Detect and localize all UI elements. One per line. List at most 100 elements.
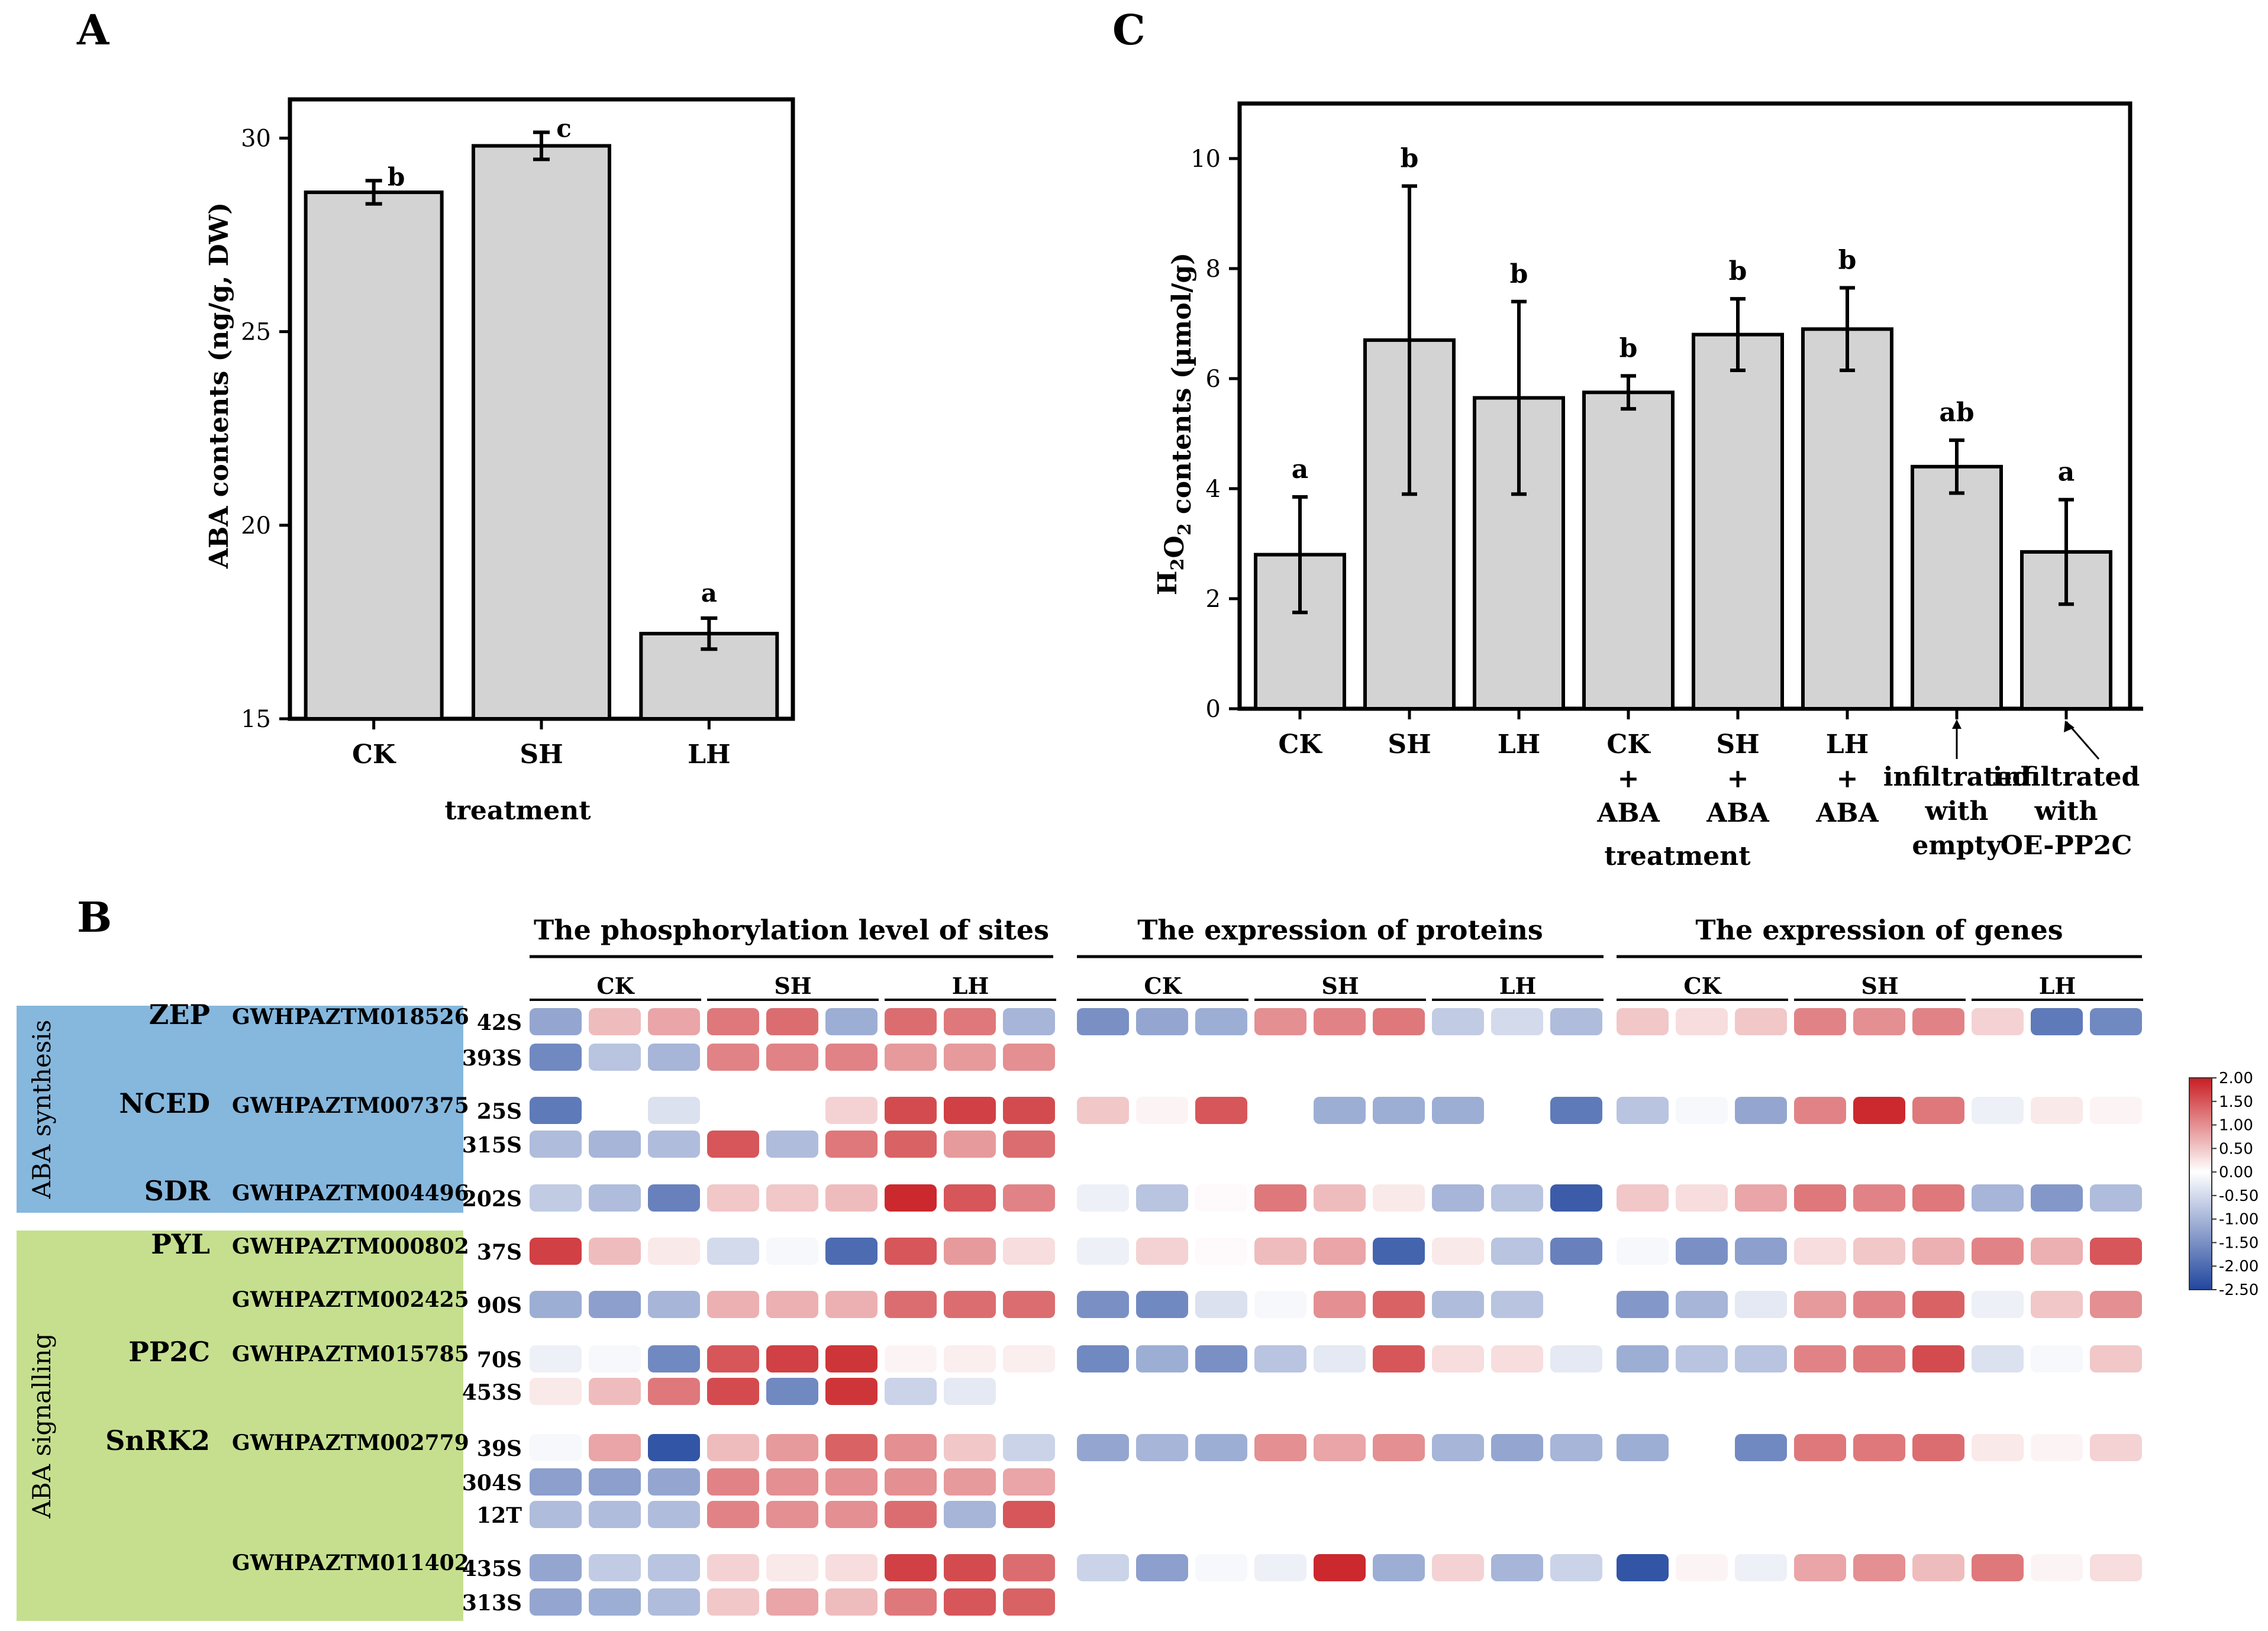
heatmap-cell [707, 1501, 759, 1528]
heatmap-cell [766, 1468, 818, 1496]
heatmap-cell [1794, 1345, 1846, 1372]
site-label: 304S [462, 1471, 522, 1496]
heatmap-cell [1077, 1434, 1129, 1461]
significance-letter: b [1729, 256, 1747, 286]
heatmap-cell [944, 1131, 996, 1158]
heatmap-cell [766, 1097, 818, 1124]
heatmap-cell [648, 1434, 700, 1461]
heatmap-cell [1853, 1434, 1905, 1461]
heatmap-cell [648, 1097, 700, 1124]
heatmap-cell [885, 1345, 937, 1372]
heatmap-cell [1373, 1097, 1425, 1124]
heatmap-cell [648, 1291, 700, 1318]
site-label: 393S [462, 1046, 522, 1071]
heatmap-cell [1972, 1291, 2024, 1318]
site-label: 90S [477, 1293, 522, 1318]
heatmap-cell [885, 1131, 937, 1158]
heatmap-cell [1195, 1434, 1247, 1461]
heatmap-cell [885, 1588, 937, 1616]
heatmap-cell [1003, 1345, 1055, 1372]
sub-header: CK [596, 973, 635, 999]
sub-header: SH [774, 973, 811, 999]
colorbar-tick-label: 1.50 [2219, 1093, 2253, 1111]
heatmap-cell [1077, 1554, 1129, 1581]
heatmap-cell [1195, 1345, 1247, 1372]
heatmap-cell [2090, 1291, 2142, 1318]
y-axis-title-subscript: 2 [1167, 558, 1188, 571]
colorbar-tick-label: -1.50 [2219, 1234, 2259, 1252]
heatmap-cell [530, 1097, 582, 1124]
heatmap-cell [944, 1238, 996, 1265]
heatmap-cell [1972, 1184, 2024, 1212]
heatmap-cell [2031, 1008, 2083, 1035]
heatmap-cell [1254, 1238, 1306, 1265]
heatmap-cell [1373, 1238, 1425, 1265]
heatmap-cell [885, 1291, 937, 1318]
x-tick-label: + [1618, 764, 1640, 794]
sub-header: SH [1321, 973, 1359, 999]
heatmap-cell [885, 1554, 937, 1581]
y-tick-label: 4 [1206, 476, 1221, 503]
heatmap-cell [1077, 1097, 1129, 1124]
heatmap-cell [1550, 1434, 1602, 1461]
heatmap-cell [885, 1184, 937, 1212]
heatmap-cell [530, 1238, 582, 1265]
heatmap-cell [825, 1291, 877, 1318]
heatmap-cell [1676, 1008, 1728, 1035]
heatmap-cell [825, 1008, 877, 1035]
heatmap-cell [766, 1378, 818, 1405]
heatmap-cell [766, 1044, 818, 1071]
bar [1911, 464, 2003, 710]
chart-c: 0 2 4 6 8 10 a CK b SH b LH b CK + ABA b SH + ABA b LH + ABA ab i… [1153, 101, 2143, 871]
heatmap-cell [1676, 1554, 1728, 1581]
heatmap-cell [1550, 1184, 1602, 1212]
y-tick-label: 30 [241, 125, 271, 152]
group-header: The expression of proteins [1137, 914, 1543, 946]
x-tick-label: CK [352, 739, 396, 770]
heatmap-cell [1254, 1008, 1306, 1035]
heatmap-cell [530, 1291, 582, 1318]
y-tick-label: 6 [1206, 366, 1221, 393]
heatmap-cell [825, 1468, 877, 1496]
x-tick-label: SH [1388, 729, 1431, 760]
heatmap-cell [1373, 1008, 1425, 1035]
heatmap-cell [1195, 1097, 1247, 1124]
heatmap-cell [530, 1468, 582, 1496]
heatmap-cell [1432, 1434, 1484, 1461]
heatmap-cell [1195, 1554, 1247, 1581]
protein-name: SnRK2 [105, 1425, 210, 1456]
heatmap-cell [825, 1184, 877, 1212]
significance-letter: b [1619, 333, 1638, 363]
heatmap-cell [707, 1238, 759, 1265]
heatmap-cell [1195, 1008, 1247, 1035]
heatmap-cell [707, 1554, 759, 1581]
heatmap-cell [1254, 1434, 1306, 1461]
heatmap-cell [589, 1097, 641, 1124]
chart-a: 15 20 25 30 b CK c SH a LH treatment ABA contents (… [204, 97, 795, 826]
heatmap-cell [648, 1044, 700, 1071]
heatmap-cell [1373, 1345, 1425, 1372]
heatmap-cell [530, 1008, 582, 1035]
heatmap-cell [944, 1008, 996, 1035]
heatmap-cell [944, 1184, 996, 1212]
site-label: 70S [477, 1348, 522, 1372]
x-tick-label: ABA [1596, 798, 1660, 828]
plot-frame [1237, 101, 2132, 711]
x-tick-label: with [2034, 796, 2098, 826]
heatmap-cell [885, 1434, 937, 1461]
heatmap-cell [1912, 1008, 1964, 1035]
heatmap-cell [1003, 1291, 1055, 1318]
y-axis-title-part: H [1153, 570, 1183, 595]
significance-letter: b [1510, 259, 1528, 289]
side-label-signalling: ABA signalling [27, 1333, 56, 1519]
heatmap-cell [1794, 1008, 1846, 1035]
heatmap-cell [1314, 1345, 1366, 1372]
bar [1692, 332, 1784, 710]
heatmap-cell [589, 1131, 641, 1158]
significance-letter: a [2058, 457, 2075, 487]
heatmap-cell [1550, 1097, 1602, 1124]
x-tick-label: + [1727, 764, 1749, 794]
heatmap-cell [825, 1345, 877, 1372]
heatmap-cell [1912, 1184, 1964, 1212]
heatmap-cell [1912, 1097, 1964, 1124]
